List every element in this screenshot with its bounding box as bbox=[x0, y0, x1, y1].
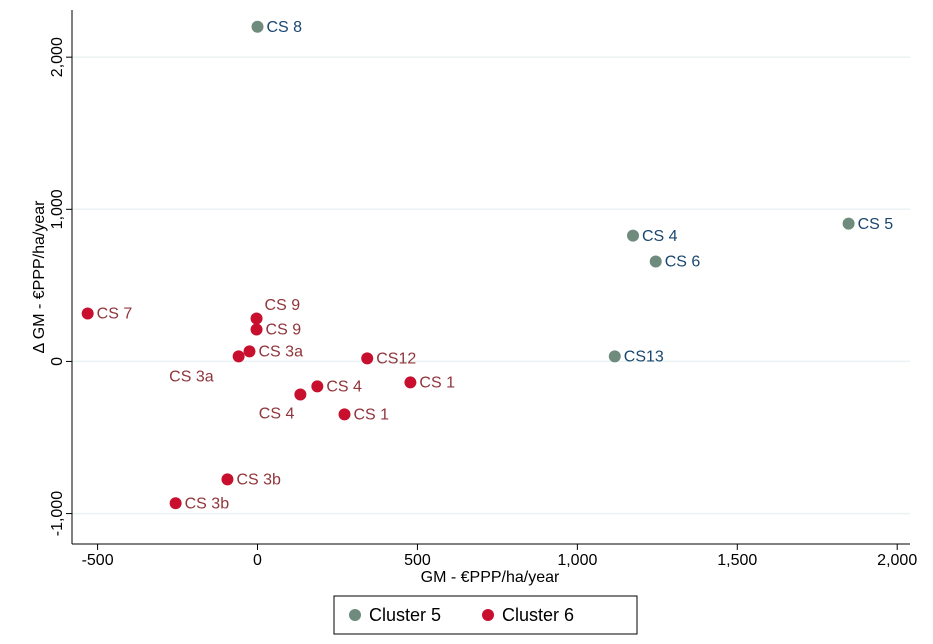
point bbox=[243, 345, 256, 358]
point-label: CS 3a bbox=[169, 369, 214, 386]
point bbox=[338, 408, 351, 421]
point bbox=[627, 229, 640, 242]
y-axis-title: Δ GM - €PPP/ha/year bbox=[31, 200, 48, 354]
point-label: CS 3b bbox=[185, 495, 230, 512]
point-label: CS 9 bbox=[266, 322, 302, 339]
point bbox=[250, 312, 263, 325]
point bbox=[842, 217, 855, 230]
point bbox=[169, 497, 182, 510]
point-label: CS 4 bbox=[642, 228, 678, 245]
point-label: CS 3b bbox=[236, 472, 281, 489]
point-label: CS 1 bbox=[354, 407, 390, 424]
legend-marker bbox=[349, 609, 361, 621]
legend-label: Cluster 5 bbox=[369, 605, 441, 625]
point bbox=[311, 380, 324, 393]
legend-label: Cluster 6 bbox=[502, 605, 574, 625]
point bbox=[404, 376, 417, 389]
x-tick-label: 0 bbox=[253, 552, 262, 569]
point bbox=[232, 350, 245, 363]
y-tick-label: 2,000 bbox=[49, 37, 66, 77]
point-label: CS 1 bbox=[419, 375, 455, 392]
point bbox=[81, 307, 94, 320]
point-label: CS 3a bbox=[259, 344, 304, 361]
y-tick-label: 0 bbox=[49, 357, 66, 366]
point-label: CS 7 bbox=[97, 306, 133, 323]
x-tick-label: 1,500 bbox=[717, 552, 757, 569]
point-label: CS 4 bbox=[326, 379, 362, 396]
point-label: CS13 bbox=[624, 349, 664, 366]
x-axis-title: GM - €PPP/ha/year bbox=[421, 569, 560, 586]
point bbox=[649, 255, 662, 268]
y-tick-label: 1,000 bbox=[49, 189, 66, 229]
x-tick-label: 1,000 bbox=[557, 552, 597, 569]
legend-marker bbox=[482, 609, 494, 621]
point-label: CS 5 bbox=[858, 216, 894, 233]
point-label: CS12 bbox=[376, 351, 416, 368]
x-tick-label: -500 bbox=[82, 552, 114, 569]
y-tick-label: -1,000 bbox=[49, 491, 66, 536]
x-tick-label: 500 bbox=[404, 552, 431, 569]
point-label: CS 8 bbox=[267, 19, 303, 36]
point bbox=[221, 473, 234, 486]
point bbox=[608, 350, 621, 363]
point bbox=[361, 352, 374, 365]
point bbox=[251, 20, 264, 33]
point-label: CS 6 bbox=[665, 254, 701, 271]
x-tick-label: 2,000 bbox=[877, 552, 917, 569]
point-label: CS 4 bbox=[259, 406, 295, 423]
point bbox=[294, 388, 307, 401]
point-label: CS 9 bbox=[265, 297, 301, 314]
point bbox=[250, 323, 263, 336]
